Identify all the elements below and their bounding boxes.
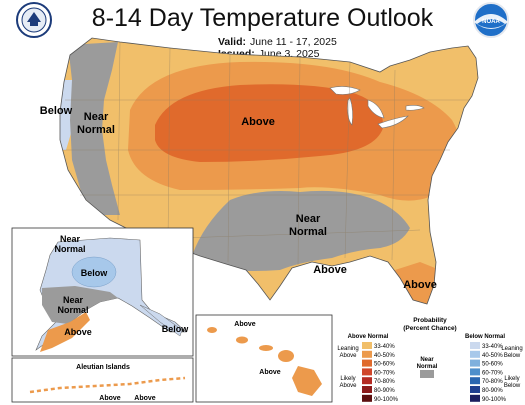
legend-below-label-6: 80-90% — [482, 388, 503, 394]
alaska-inset: Near Normal Below Near Normal Above Belo… — [11, 227, 194, 357]
legend-leaning-below-2: Below — [504, 353, 521, 359]
legend-above-swatch-1 — [362, 342, 372, 349]
legend-above-bins: 33-40% 40-50% 50-60% 60-70% 70-80% 80-90% 90-1… — [362, 342, 399, 403]
legend-below-label-2: 40-50% — [482, 353, 503, 359]
legend-above-label-5: 70-80% — [374, 379, 395, 385]
legend-leaning-above-1: Leaning — [337, 346, 358, 352]
hawaii-maui — [278, 350, 294, 362]
legend-above-label-7: 90-100% — [374, 397, 399, 403]
hawaii-above-2: Above — [259, 369, 281, 376]
alaska-panhandle — [139, 304, 183, 337]
hawaii-molokai — [259, 345, 273, 351]
label-near-west-1: Near — [84, 111, 109, 123]
ak-label-near-north-2: Normal — [54, 244, 85, 254]
noaa-logo-text: NOAA — [482, 19, 500, 25]
legend-above-swatch-2 — [362, 350, 372, 358]
ak-label-near-south-1: Near — [63, 295, 84, 305]
legend-near-2: Normal — [417, 364, 438, 370]
legend-below-label-4: 60-70% — [482, 370, 503, 376]
legend-below-swatch-3 — [470, 359, 480, 367]
legend-above-label-1: 33-40% — [374, 344, 395, 350]
alaska-below-40-50 — [71, 256, 117, 288]
legend-title-1: Probability — [413, 317, 447, 324]
ak-label-above: Above — [64, 327, 92, 337]
conus-map: Below Near Normal Above Near Normal Abov… — [40, 37, 479, 305]
state-borders — [62, 41, 470, 266]
legend-above-header: Above Normal — [348, 334, 389, 340]
legend-below-header: Below Normal — [465, 334, 505, 340]
legend-near-normal-swatch — [420, 370, 434, 378]
legend-below-swatch-7 — [470, 394, 480, 402]
legend-likely-above-2: Above — [339, 383, 357, 389]
legend-below-swatch-2 — [470, 350, 480, 358]
ak-label-below-center: Below — [81, 268, 109, 278]
legend-likely-below-1: Likely — [504, 376, 519, 382]
aleutian-above-2: Above — [134, 395, 156, 402]
legend-below-label-1: 33-40% — [482, 344, 503, 350]
hawaii-inset: Above Above — [195, 314, 333, 403]
aleutian-above-1: Above — [99, 395, 121, 402]
legend-title-2: (Percent Chance) — [403, 325, 456, 332]
label-near-south-1: Near — [296, 213, 321, 225]
ak-label-near-south-2: Normal — [57, 305, 88, 315]
near-normal-region-west — [68, 42, 120, 215]
legend-above-swatch-4 — [362, 368, 372, 376]
label-above-north: Above — [241, 116, 275, 128]
noaa-logo-icon: NOAA — [473, 2, 509, 38]
legend-above-label-3: 50-60% — [374, 362, 395, 368]
aleutian-islands — [29, 376, 186, 394]
lake-ontario — [405, 105, 425, 111]
ak-label-near-north-1: Near — [60, 234, 81, 244]
legend-below-swatch-4 — [470, 368, 480, 376]
hawaii-oahu — [236, 336, 248, 344]
aleutian-inset: Aleutian Islands Above Above — [11, 357, 194, 403]
valid-label: Valid: — [218, 36, 247, 48]
hawaii-big-island — [292, 366, 322, 396]
legend-leaning-below-1: Leaning — [501, 346, 522, 352]
legend-below-swatch-1 — [470, 342, 480, 349]
page-title: 8-14 Day Temperature Outlook — [91, 4, 434, 32]
alaska-above — [40, 312, 90, 352]
legend-below-label-3: 50-60% — [482, 362, 503, 368]
near-normal-region-south — [190, 190, 410, 271]
legend-below-swatch-6 — [470, 386, 480, 393]
legend-above-label-6: 80-90% — [374, 388, 395, 394]
legend-above-swatch-3 — [362, 359, 372, 367]
legend-below-label-5: 70-80% — [482, 379, 503, 385]
lake-superior — [329, 86, 361, 95]
legend-below-label-7: 90-100% — [482, 397, 507, 403]
aleutian-title: Aleutian Islands — [76, 364, 130, 371]
legend-below-swatch-5 — [470, 377, 480, 385]
legend-likely-below-2: Below — [504, 383, 521, 389]
above-50-60-region — [155, 84, 384, 162]
probability-legend: Probability (Percent Chance) Above Norma… — [337, 317, 522, 403]
label-near-west-2: Normal — [77, 124, 115, 136]
lake-erie — [377, 115, 409, 129]
legend-above-swatch-7 — [362, 394, 372, 402]
lake-huron — [367, 99, 385, 119]
valid-value: June 11 - 17, 2025 — [250, 36, 337, 48]
legend-above-label-4: 60-70% — [374, 370, 395, 376]
alaska-near-normal — [42, 286, 118, 324]
ak-label-below-panhandle: Below — [162, 324, 190, 334]
legend-leaning-above-2: Above — [339, 353, 357, 359]
legend-below-bins: 33-40% 40-50% 50-60% 60-70% 70-80% 80-90% 90-1… — [470, 342, 507, 403]
label-above-gulf: Above — [313, 264, 347, 276]
hawaii-kauai — [207, 327, 217, 333]
valid-dates: Valid: June 11 - 17, 2025 — [218, 36, 337, 48]
legend-above-swatch-5 — [362, 377, 372, 385]
legend-above-label-2: 40-50% — [374, 353, 395, 359]
legend-likely-above-1: Likely — [340, 376, 355, 382]
hawaii-above-1: Above — [234, 321, 256, 328]
legend-above-swatch-6 — [362, 386, 372, 393]
noaa-nws-seal-icon — [16, 2, 52, 38]
label-near-south-2: Normal — [289, 226, 327, 238]
legend-near-1: Near — [420, 357, 434, 363]
label-above-florida: Above — [403, 279, 437, 291]
label-below-west: Below — [40, 105, 73, 117]
